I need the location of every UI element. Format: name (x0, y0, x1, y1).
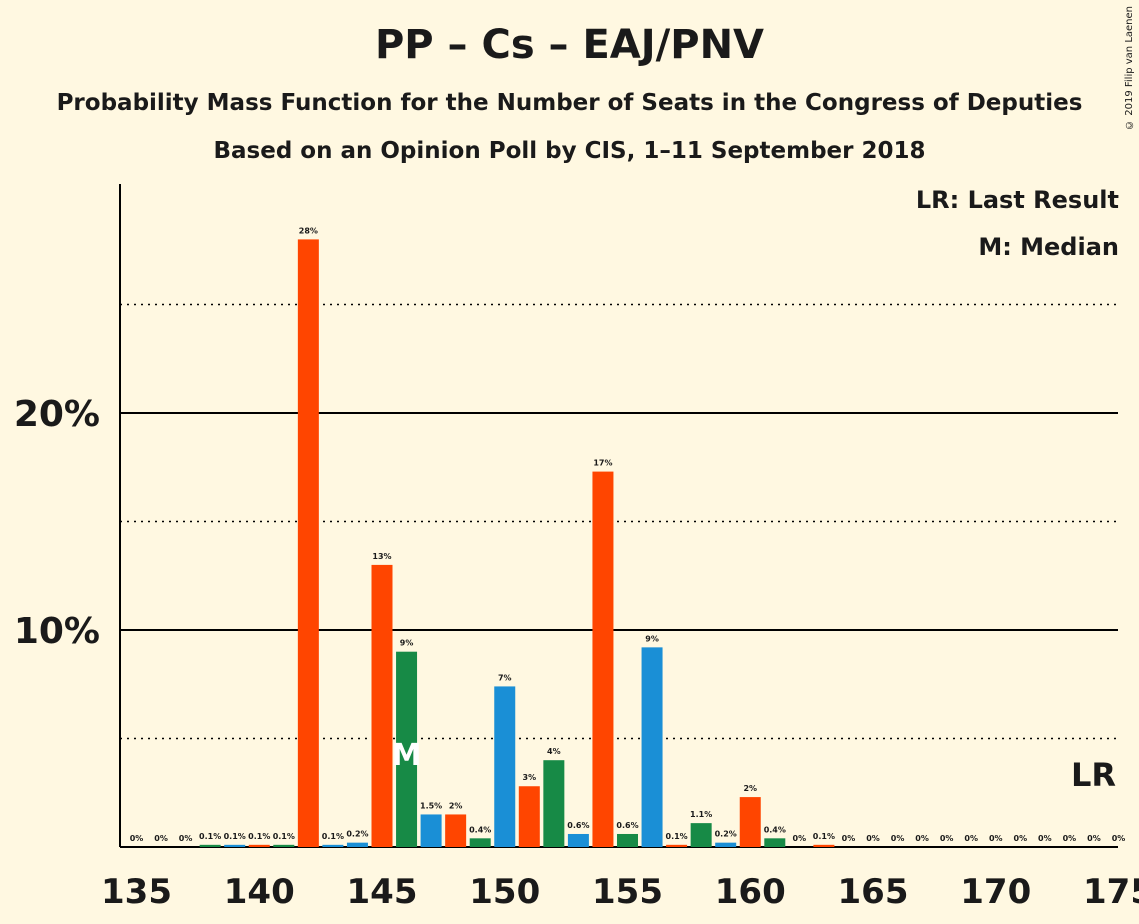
data-label-seat-165: 0% (866, 834, 880, 843)
data-label-seat-153: 0.6% (567, 821, 589, 830)
data-label-seat-147: 1.5% (420, 801, 442, 810)
median-marker: M (392, 738, 422, 773)
chart-title: PP – Cs – EAJ/PNV (374, 22, 765, 68)
x-tick-label: 160 (715, 872, 786, 912)
bar-seat-160 (739, 797, 761, 847)
bar-seat-145 (371, 564, 393, 847)
data-label-seat-145: 13% (372, 552, 391, 561)
data-label-seat-157: 0.1% (666, 832, 688, 841)
data-label-seat-142: 28% (299, 226, 318, 235)
data-label-seat-148: 2% (449, 801, 463, 810)
bar-seat-154 (592, 471, 614, 847)
bar-seat-155 (617, 833, 638, 847)
bar-seat-149 (469, 838, 491, 847)
data-label-seat-173: 0% (1063, 834, 1077, 843)
bar-seat-146 (396, 651, 418, 847)
data-label-seat-167: 0% (915, 834, 929, 843)
bar-seat-144 (346, 842, 368, 847)
data-label-seat-135: 0% (130, 834, 144, 843)
data-label-seat-143: 0.1% (322, 832, 344, 841)
data-label-seat-141: 0.1% (273, 832, 295, 841)
bar-seat-157 (666, 844, 688, 847)
chart-subtitle: Probability Mass Function for the Number… (56, 90, 1083, 116)
x-tick-label: 170 (960, 872, 1031, 912)
x-tick-label: 165 (838, 872, 909, 912)
data-label-seat-160: 2% (743, 784, 757, 793)
data-label-seat-169: 0% (964, 834, 978, 843)
x-tick-label: 145 (347, 872, 418, 912)
data-label-seat-166: 0% (891, 834, 905, 843)
data-label-seat-138: 0.1% (199, 832, 221, 841)
x-tick-label: 155 (592, 872, 663, 912)
data-label-seat-150: 7% (498, 673, 512, 682)
x-tick-label: 140 (224, 872, 295, 912)
bar-seat-138 (199, 844, 221, 847)
chart-source-note: Based on an Opinion Poll by CIS, 1–11 Se… (213, 138, 926, 164)
bar-seat-148 (445, 814, 467, 847)
data-label-seat-175: 0% (1112, 834, 1126, 843)
data-label-seat-155: 0.6% (616, 821, 638, 830)
bar-seat-150 (494, 686, 516, 847)
bar-seat-159 (715, 842, 737, 847)
bar-seat-152 (543, 760, 565, 847)
data-label-seat-171: 0% (1014, 834, 1028, 843)
bar-seat-153 (567, 833, 589, 847)
x-tick-label: 150 (469, 872, 540, 912)
data-label-seat-161: 0.4% (764, 825, 786, 834)
data-label-seat-174: 0% (1087, 834, 1101, 843)
data-label-seat-158: 1.1% (690, 810, 712, 819)
data-label-seat-144: 0.2% (346, 830, 368, 839)
data-label-seat-137: 0% (179, 834, 193, 843)
bar-seat-151 (518, 786, 540, 847)
x-tick-label: 175 (1083, 872, 1139, 912)
bar-seat-156 (641, 647, 663, 847)
data-label-seat-152: 4% (547, 747, 561, 756)
data-label-seat-136: 0% (154, 834, 168, 843)
data-label-seat-162: 0% (793, 834, 807, 843)
bar-seat-147 (420, 814, 442, 847)
bar-seat-143 (322, 844, 344, 847)
bar-seat-161 (764, 838, 786, 847)
legend-median: M: Median (978, 233, 1119, 261)
data-label-seat-163: 0.1% (813, 832, 835, 841)
data-label-seat-164: 0% (842, 834, 856, 843)
data-label-seat-149: 0.4% (469, 825, 491, 834)
x-tick-label: 135 (101, 872, 172, 912)
data-label-seat-159: 0.2% (715, 830, 737, 839)
data-label-seat-168: 0% (940, 834, 954, 843)
data-label-seat-139: 0.1% (224, 832, 246, 841)
y-tick-label: 20% (14, 394, 100, 435)
data-label-seat-151: 3% (523, 773, 537, 782)
y-tick-label: 10% (14, 611, 100, 652)
last-result-marker: LR (1071, 756, 1116, 794)
bar-seat-142 (297, 239, 319, 847)
bar-seat-141 (273, 844, 295, 847)
data-label-seat-170: 0% (989, 834, 1003, 843)
legend-last-result: LR: Last Result (915, 186, 1119, 214)
data-label-seat-140: 0.1% (248, 832, 270, 841)
bar-seat-163 (813, 844, 835, 847)
data-label-seat-156: 9% (645, 634, 659, 643)
data-label-seat-154: 17% (593, 459, 612, 468)
data-label-seat-146: 9% (400, 639, 414, 648)
bar-seat-140 (248, 844, 270, 847)
data-label-seat-172: 0% (1038, 834, 1052, 843)
bar-seat-158 (690, 823, 712, 847)
bar-seat-139 (224, 844, 246, 847)
